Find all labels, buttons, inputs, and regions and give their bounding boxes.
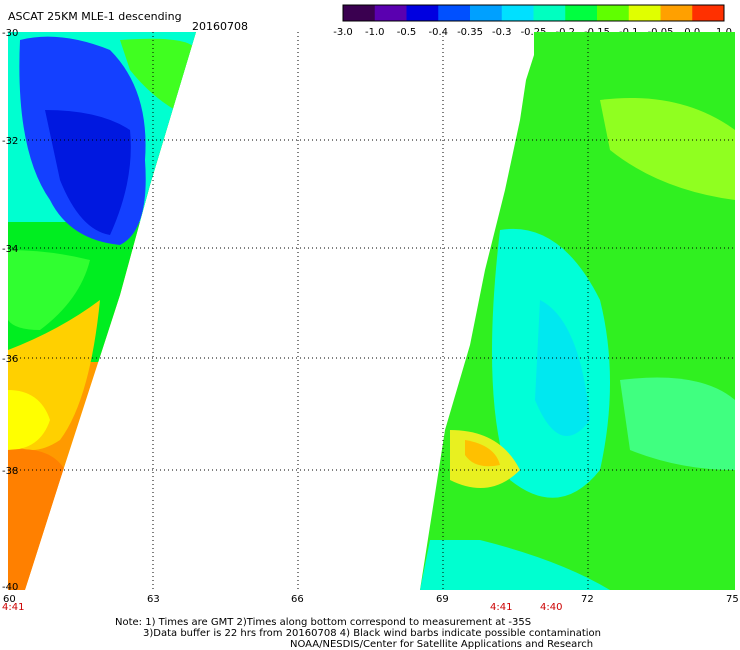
- product-date: 20160708: [192, 20, 248, 33]
- note-line: 3)Data buffer is 22 hrs from 20160708 4)…: [143, 628, 601, 639]
- colorbar-segment: [470, 5, 503, 21]
- lon-label: 66: [291, 594, 304, 605]
- colorbar-segment: [597, 5, 630, 21]
- lat-labels: -30 -32 -34 -36 -38 -40: [2, 28, 18, 593]
- colorbar-segment: [343, 5, 376, 21]
- colorbar-segment: [501, 5, 534, 21]
- colorbar-segment: [374, 5, 407, 21]
- lat-label: -30: [2, 28, 18, 39]
- product-title: ASCAT 25KM MLE-1 descending: [8, 10, 182, 23]
- colorbar-segment: [692, 5, 725, 21]
- lat-label: -34: [2, 244, 18, 255]
- lon-label: 63: [147, 594, 160, 605]
- lon-labels: 60 63 66 69 72 75: [3, 594, 739, 605]
- time-label: 4:40: [540, 602, 562, 613]
- colorbar-segment: [438, 5, 471, 21]
- colorbar-tick-label: -0.25: [521, 27, 547, 38]
- lat-label: -36: [2, 354, 18, 365]
- time-label: 4:41: [2, 602, 24, 613]
- lat-label: -32: [2, 136, 18, 147]
- lon-label: 72: [581, 594, 594, 605]
- lon-label: 60: [3, 594, 16, 605]
- time-label: 4:41: [490, 602, 512, 613]
- colorbar-segment: [565, 5, 598, 21]
- colorbar-segment: [628, 5, 661, 21]
- right-swath: [420, 32, 735, 590]
- colorbar-border: [342, 4, 725, 22]
- graticule: [8, 32, 735, 590]
- lat-label: -38: [2, 466, 18, 477]
- colorbar-segment: [660, 5, 693, 21]
- colorbar-tick-label: -3.0: [333, 27, 353, 38]
- note-line: Note: 1) Times are GMT 2)Times along bot…: [115, 617, 531, 628]
- colorbar-segment: [533, 5, 566, 21]
- colorbar-tick-label: -1.0: [365, 27, 385, 38]
- colorbar-tick-label: -0.5: [397, 27, 417, 38]
- colorbar-tick-label: -0.3: [492, 27, 512, 38]
- colorbar-tick-label: -0.4: [428, 27, 448, 38]
- colorbar-tick-label: -0.35: [457, 27, 483, 38]
- colorbar-segment: [406, 5, 439, 21]
- lat-label: -40: [2, 582, 18, 593]
- note-line: NOAA/NESDIS/Center for Satellite Applica…: [290, 639, 593, 650]
- left-swath: [8, 32, 196, 590]
- lon-label: 69: [436, 594, 449, 605]
- lon-label: 75: [726, 594, 739, 605]
